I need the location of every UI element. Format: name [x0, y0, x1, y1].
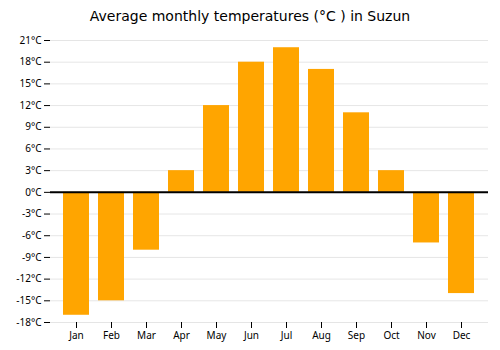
svg-text:3°C: 3°C [25, 163, 42, 177]
svg-text:Sep: Sep [348, 328, 365, 342]
svg-text:9°C: 9°C [25, 119, 42, 133]
svg-text:21°C: 21°C [19, 33, 42, 47]
svg-text:-15°C: -15°C [16, 293, 42, 307]
svg-text:Aug: Aug [312, 328, 331, 342]
svg-text:Dec: Dec [453, 328, 471, 342]
svg-text:-3°C: -3°C [22, 206, 42, 220]
svg-text:Mar: Mar [137, 328, 156, 342]
svg-text:-6°C: -6°C [22, 228, 42, 242]
svg-text:15°C: 15°C [19, 76, 42, 90]
svg-text:May: May [207, 328, 228, 342]
svg-text:Feb: Feb [103, 328, 120, 342]
svg-text:12°C: 12°C [19, 98, 42, 112]
svg-text:Jul: Jul [280, 328, 293, 342]
svg-text:6°C: 6°C [25, 141, 42, 155]
svg-text:-9°C: -9°C [22, 250, 42, 264]
html-text:Average monthly temperatures (: Average monthly temperatures (°C ) in Su… [89, 8, 411, 24]
svg-text:Nov: Nov [417, 328, 436, 342]
svg-text:0°C: 0°C [25, 185, 42, 199]
svg-text:Jun: Jun [243, 328, 259, 342]
svg-text:-12°C: -12°C [16, 271, 42, 285]
svg-text:Jan: Jan [68, 328, 84, 342]
svg-text:-18°C: -18°C [16, 315, 42, 329]
svg-text:18°C: 18°C [19, 54, 42, 68]
svg-text:Oct: Oct [383, 328, 400, 342]
svg-text:Apr: Apr [173, 328, 190, 342]
